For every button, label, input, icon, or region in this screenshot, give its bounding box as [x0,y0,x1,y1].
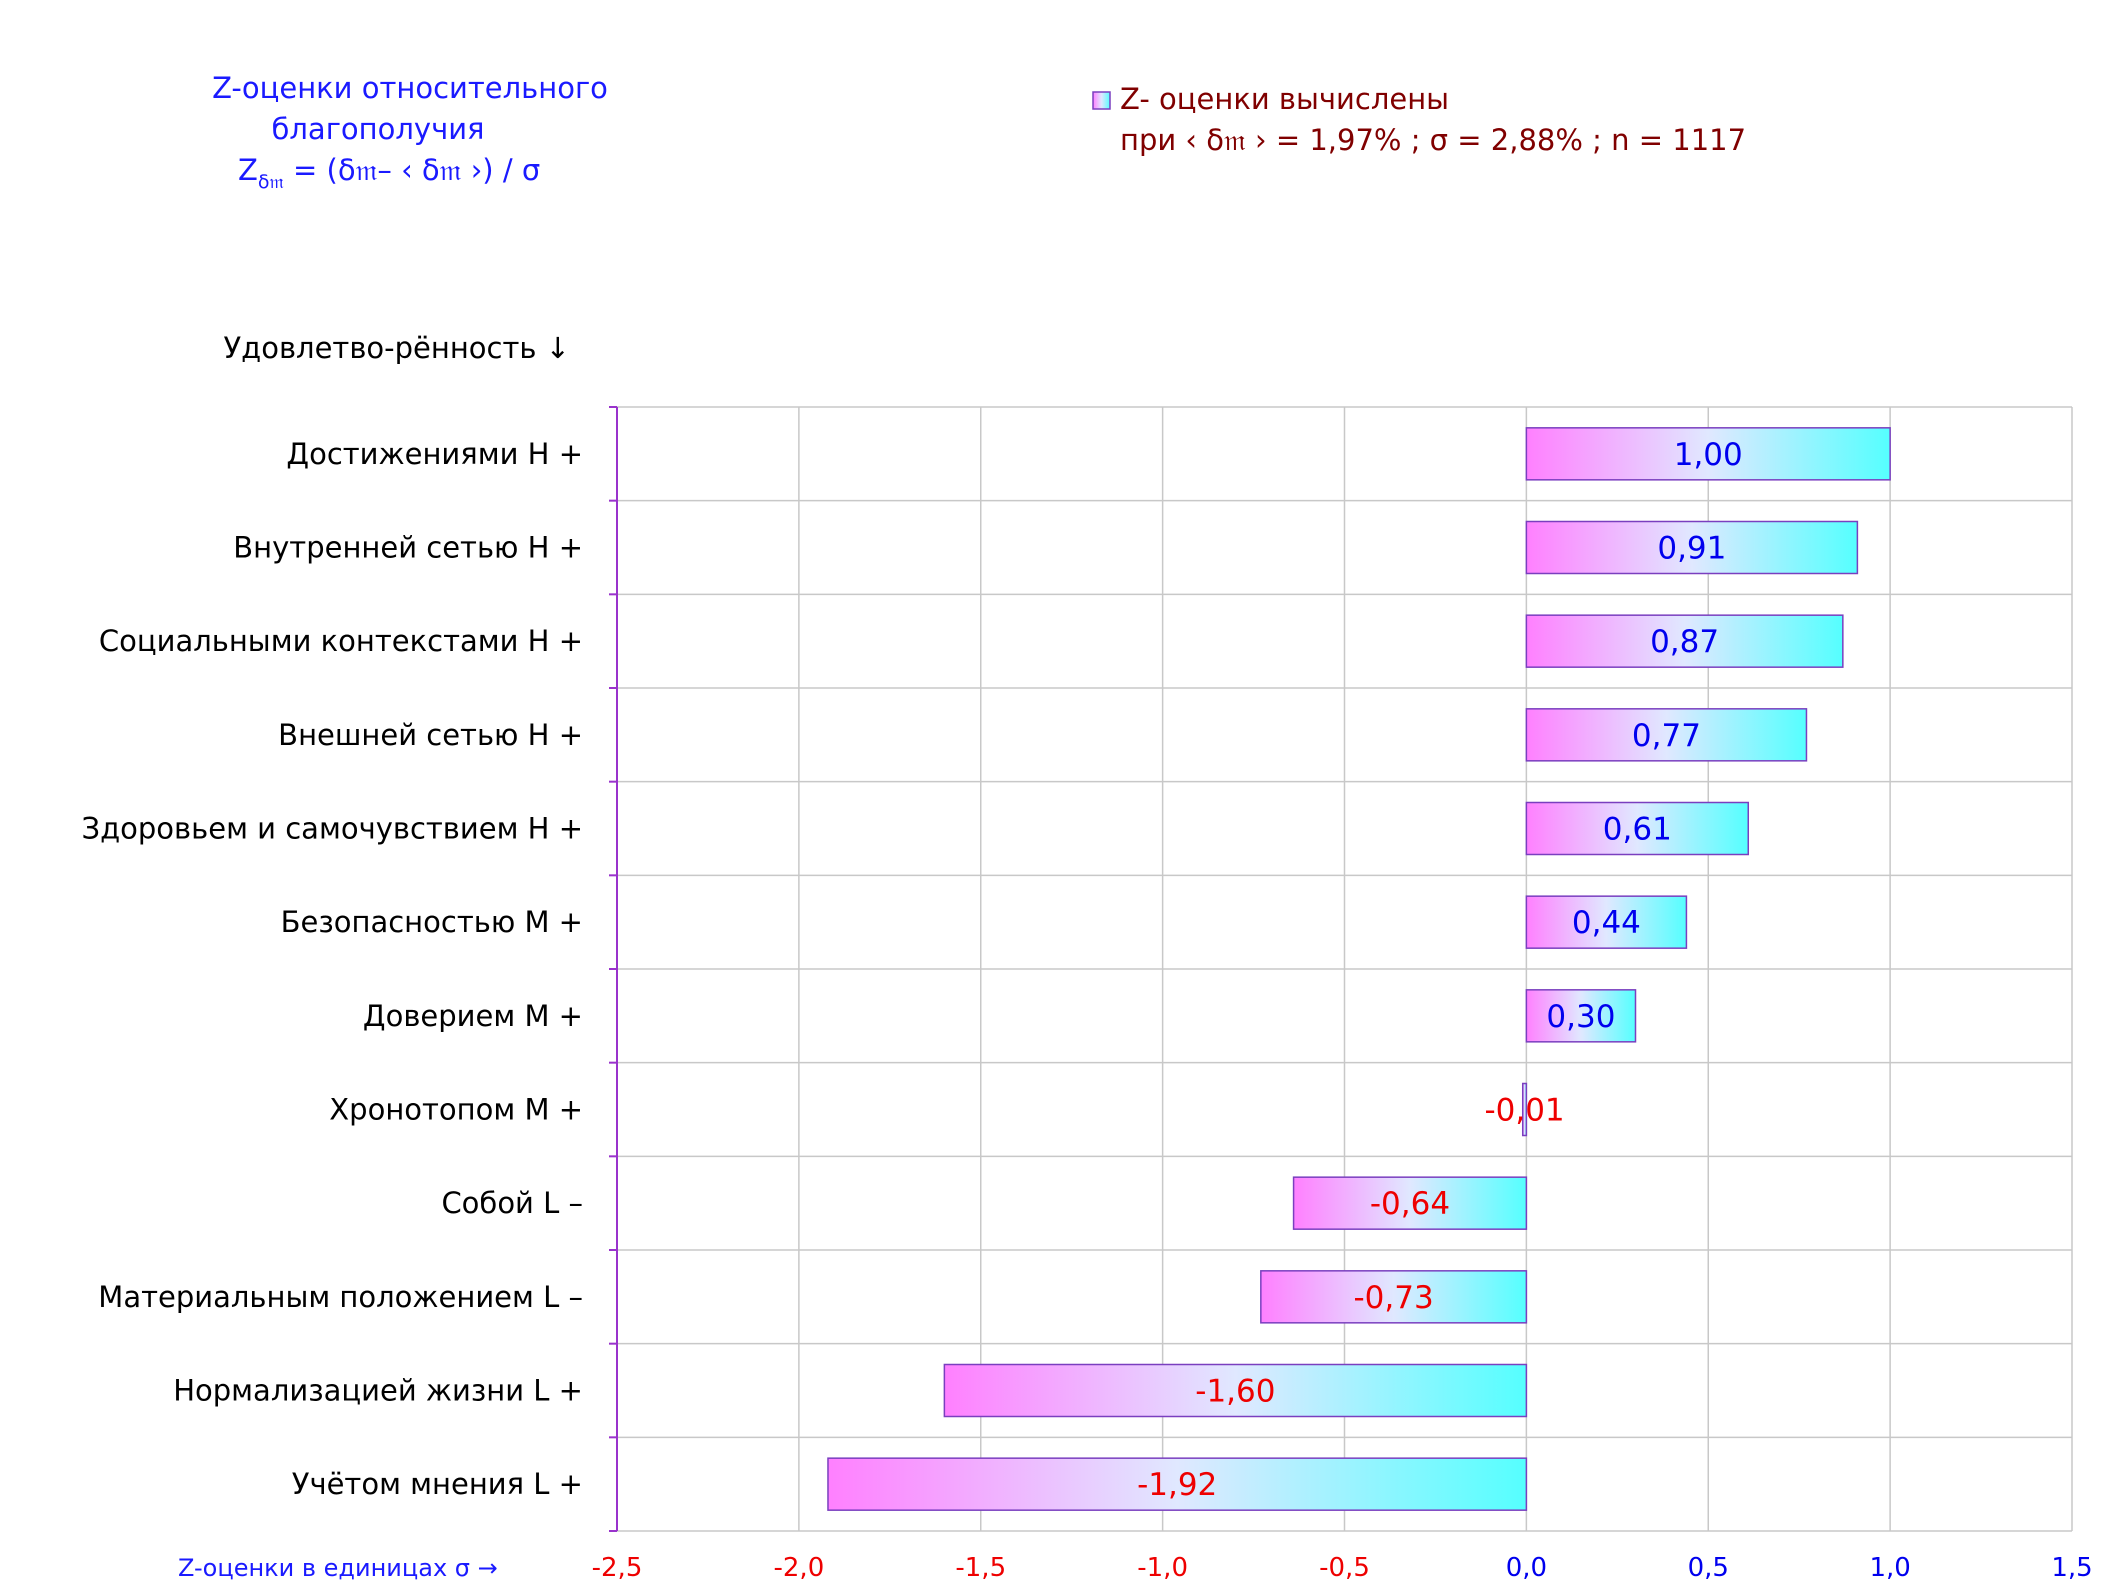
bar [1521,1082,1528,1137]
category-label: Материальным положением L – [98,1280,583,1314]
bar [827,1457,1528,1511]
x-tick-labels: -2,5 -2,0 -1,5 -1,0 -0,5 0,0 0,5 1,0 1,5 [592,1553,2093,1583]
bar [1525,520,1859,575]
category-label: Здоровьем и самочувствием Н + [82,812,583,846]
grid [609,406,2073,1532]
value-label: -0,64 [1370,1186,1450,1222]
bar [1525,708,1808,762]
bar [1525,801,1750,856]
x-tick-label: 1,5 [2051,1553,2092,1583]
bar [1525,614,1844,668]
category-label: Доверием М + [363,999,583,1033]
bar [1292,1176,1528,1230]
legend-line1: Z- оценки вычислены [1120,82,1449,116]
x-tick-label: 1,0 [1869,1553,1910,1583]
value-label: 0,87 [1650,624,1719,660]
category-label: Безопасностью М + [281,905,583,939]
value-label: 0,44 [1572,905,1641,941]
value-label: 0,61 [1603,812,1672,848]
formula-z: Z [238,153,258,187]
bar [1525,989,1637,1043]
chart-title-line2: благополучия [272,112,485,146]
category-label: Социальными контекстами Н + [99,624,583,658]
bar [1525,895,1688,949]
category-label: Учётом мнения L + [292,1467,583,1501]
category-label: Достижениями Н + [286,437,583,471]
bar [943,1363,1528,1418]
value-labels: 1,00 0,91 0,87 0,77 0,61 0,44 0,30 -0,01 -0,64 -0… [1137,437,1743,1503]
category-label: Хронотопом М + [329,1093,583,1127]
bar [1260,1270,1528,1324]
value-label: 1,00 [1674,437,1743,473]
chart-title-line1: Z-оценки относительного [212,71,608,105]
x-tick-label: -0,5 [1319,1553,1370,1583]
value-label: -0,73 [1353,1280,1433,1316]
legend: Z- оценки вычислены при ‹ δ𝔪 › = 1,97% ;… [1092,82,1746,157]
x-axis-caption: Z-оценки в единицах σ → [178,1554,498,1582]
category-labels: Достижениями Н + Внутренней сетью Н + Соци… [82,437,583,1501]
value-label: -1,92 [1137,1467,1217,1503]
x-tick-label: 0,5 [1688,1553,1729,1583]
y-axis-header: Удовлетво-рённость ↓ [224,331,571,365]
formula-rest: = (δ𝔪– ‹ δ𝔪 ›) / σ [284,153,540,187]
bars [827,427,1891,1511]
category-label: Внешней сетью Н + [278,718,583,752]
category-label: Внутренней сетью Н + [233,531,583,565]
category-label: Нормализацией жизни L + [173,1374,583,1408]
value-label: 0,30 [1546,999,1615,1035]
value-label: 0,91 [1657,531,1726,567]
x-tick-label: -2,0 [774,1553,825,1583]
x-tick-label: -1,5 [955,1553,1006,1583]
formula-subscript: δ𝔪 [258,171,284,193]
category-label: Собой L – [441,1186,583,1220]
x-tick-label: -2,5 [592,1553,643,1583]
value-label: 0,77 [1632,718,1701,754]
legend-swatch [1092,91,1111,110]
legend-line2: при ‹ δ𝔪 › = 1,97% ; σ = 2,88% ; n = 111… [1120,123,1746,157]
chart-formula: Zδ𝔪 = (δ𝔪– ‹ δ𝔪 ›) / σ [238,153,540,193]
value-label: -1,60 [1195,1374,1275,1410]
x-tick-label: -1,0 [1137,1553,1188,1583]
bar [1525,427,1891,481]
x-tick-label: 0,0 [1506,1553,1547,1583]
value-label: -0,01 [1484,1093,1564,1129]
